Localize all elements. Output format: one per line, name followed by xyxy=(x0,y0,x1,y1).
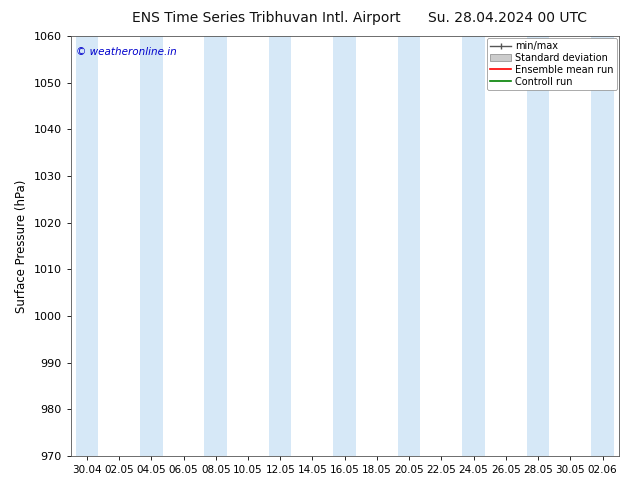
Bar xyxy=(462,36,485,456)
Bar xyxy=(333,36,356,456)
Bar xyxy=(398,36,420,456)
Text: Su. 28.04.2024 00 UTC: Su. 28.04.2024 00 UTC xyxy=(428,11,586,25)
Legend: min/max, Standard deviation, Ensemble mean run, Controll run: min/max, Standard deviation, Ensemble me… xyxy=(487,38,617,90)
Bar xyxy=(269,36,292,456)
Y-axis label: Surface Pressure (hPa): Surface Pressure (hPa) xyxy=(15,179,28,313)
Text: ENS Time Series Tribhuvan Intl. Airport: ENS Time Series Tribhuvan Intl. Airport xyxy=(132,11,401,25)
Bar xyxy=(592,36,614,456)
Bar xyxy=(205,36,227,456)
Bar xyxy=(140,36,162,456)
Bar xyxy=(527,36,549,456)
Bar xyxy=(75,36,98,456)
Text: © weatheronline.in: © weatheronline.in xyxy=(76,47,177,57)
